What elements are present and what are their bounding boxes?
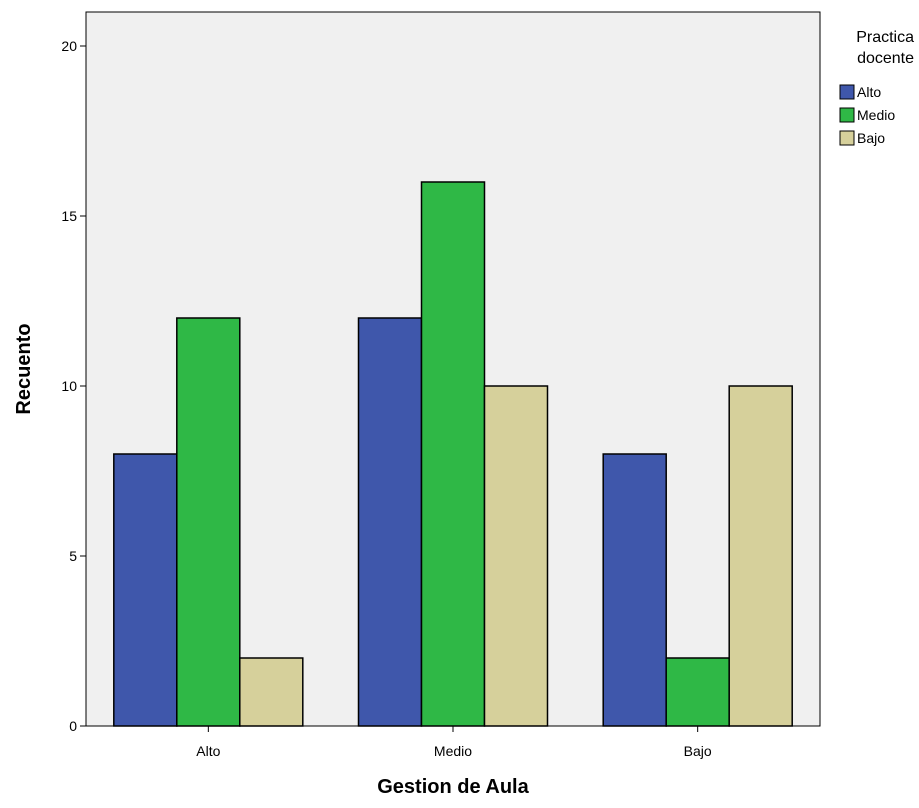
legend-title-line-1: Practica (856, 29, 914, 46)
y-axis: 0 5 10 15 20 (61, 12, 87, 734)
bar-alto-bajo (239, 657, 304, 727)
legend-swatch-bajo (839, 130, 855, 146)
legend-title-line-2: docente (857, 50, 914, 67)
x-axis: Alto Medio Bajo (196, 726, 712, 759)
bars-group (113, 181, 793, 727)
y-axis-title: Recuento (13, 323, 35, 414)
bar-medio-medio (420, 181, 486, 727)
bar-medio-alto (357, 317, 423, 727)
legend-label-medio: Medio (857, 107, 895, 123)
y-tick-label: 15 (61, 208, 77, 224)
bar-alto-alto (113, 453, 178, 727)
bar-alto-medio (176, 317, 241, 727)
legend: Practica docente Alto Medio Bajo (839, 29, 914, 146)
bar-bajo-medio (665, 657, 730, 727)
legend-swatch-alto (839, 84, 855, 100)
x-tick-label: Medio (434, 743, 472, 759)
x-tick-label: Bajo (684, 743, 712, 759)
y-tick-label: 5 (69, 548, 77, 564)
legend-label-bajo: Bajo (857, 130, 885, 146)
bar-medio-bajo (483, 385, 549, 727)
bar-bajo-alto (602, 453, 667, 727)
x-tick-label: Alto (196, 743, 220, 759)
legend-label-alto: Alto (857, 84, 881, 100)
y-tick-label: 10 (61, 378, 77, 394)
y-tick-label: 0 (69, 718, 77, 734)
x-axis-title: Gestion de Aula (377, 776, 529, 798)
bar-bajo-bajo (728, 385, 793, 727)
legend-items: Alto Medio Bajo (839, 84, 895, 146)
legend-swatch-medio (839, 107, 855, 123)
y-tick-label: 20 (61, 38, 77, 54)
